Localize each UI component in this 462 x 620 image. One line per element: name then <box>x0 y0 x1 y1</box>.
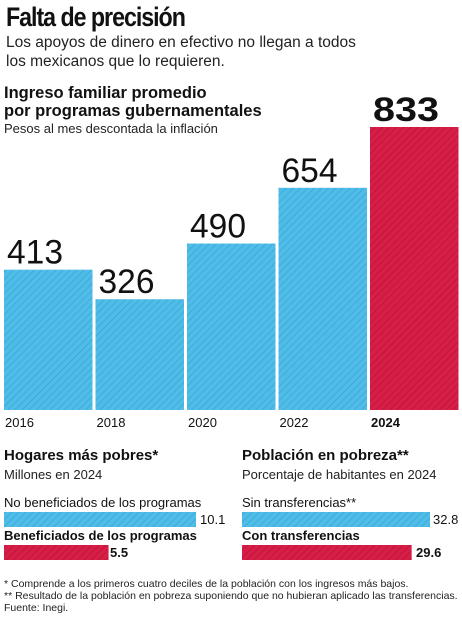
value-label-2018: 326 <box>99 263 155 301</box>
pobreza-bar-2 <box>242 545 412 560</box>
pobreza-title: Población en pobreza** <box>242 447 409 464</box>
x-tick-2020: 2020 <box>188 415 217 430</box>
footnotes: * Comprende a los primeros cuatro decile… <box>4 578 458 614</box>
hogares-value-no-beneficiados: 10.1 <box>200 512 226 527</box>
value-label-2020: 490 <box>190 208 246 246</box>
hogares-label-no-beneficiados: No beneficiados de los programas <box>4 495 202 510</box>
subhead-line-2: los mexicanos que lo requieren. <box>6 53 225 70</box>
hogares-label-beneficiados: Beneficiados de los programas <box>4 528 197 543</box>
pobreza-label-con: Con transferencias <box>242 528 360 543</box>
main-chart-title-line-2: por programas gubernamentales <box>4 102 262 120</box>
headline: Falta de precisión <box>6 2 186 32</box>
hogares-title: Hogares más pobres* <box>4 447 159 464</box>
x-tick-2024: 2024 <box>371 415 401 430</box>
bar-2016 <box>4 269 93 410</box>
hogares-bar-2 <box>4 545 109 560</box>
bar-2022 <box>278 187 367 410</box>
footnote-2: ** Resultado de la población en pobreza … <box>4 590 458 602</box>
hogares-value-beneficiados: 5.5 <box>110 545 129 560</box>
main-chart-subtitle: Pesos al mes descontada la inflación <box>4 121 218 136</box>
pobreza-bar-1 <box>242 512 430 527</box>
value-label-2016: 413 <box>7 234 63 272</box>
bar-2018 <box>95 299 184 410</box>
footnote-1: * Comprende a los primeros cuatro decile… <box>4 578 409 590</box>
subhead-line-1: Los apoyos de dinero en efectivo no lleg… <box>6 34 356 51</box>
main-chart-title-line-1: Ingreso familiar promedio <box>4 84 207 102</box>
x-tick-2022: 2022 <box>280 415 309 430</box>
bar-2020 <box>187 243 276 410</box>
income-bar-chart: 413 2016 326 2018 490 2020 654 2022 833 2024 <box>4 91 459 430</box>
footnote-source: Fuente: Inegi. <box>4 602 69 614</box>
value-label-2024: 833 <box>373 91 439 129</box>
hogares-bar-1 <box>4 512 196 527</box>
value-label-2022: 654 <box>282 152 338 190</box>
pobreza-value-sin: 32.8 <box>433 512 459 527</box>
x-tick-2016: 2016 <box>5 415 34 430</box>
pobreza-subtitle: Porcentaje de habitantes en 2024 <box>242 467 437 482</box>
pobreza-value-con: 29.6 <box>416 545 442 560</box>
pobreza-label-sin: Sin transferencias** <box>242 495 357 510</box>
hogares-subtitle: Millones en 2024 <box>4 467 103 482</box>
x-tick-2018: 2018 <box>97 415 126 430</box>
bar-2024 <box>370 127 459 410</box>
